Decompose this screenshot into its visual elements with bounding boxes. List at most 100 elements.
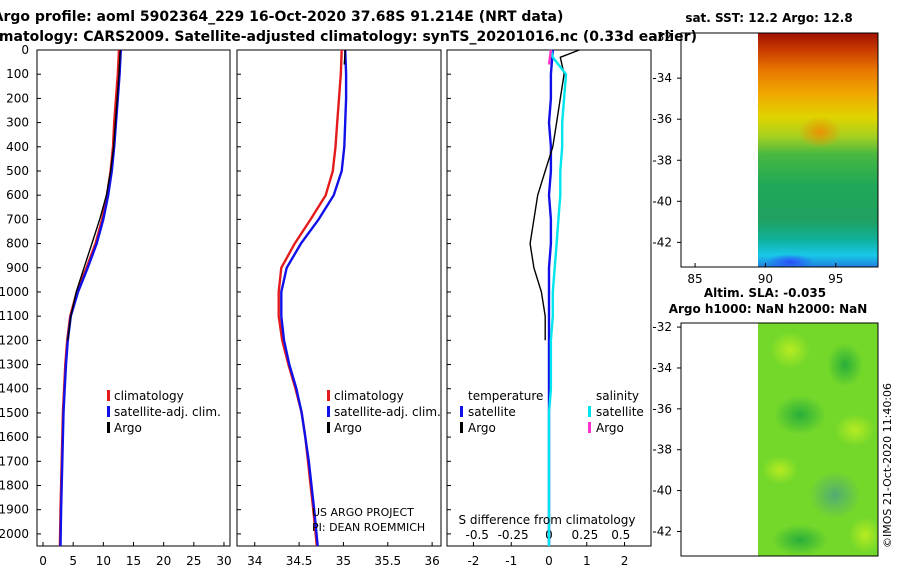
legend-label-temperature-satellite: satellite [468,405,516,419]
depth-tick-label: 700 [6,212,29,226]
temperature-series [58,49,122,547]
legend-label-salinity-satellite: satellite [596,405,644,419]
series-line-salinity-satellite [547,49,568,546]
legend-label-argo: Argo [114,421,142,435]
sla-map-title: Altim. SLA: -0.035 [704,286,826,300]
depth-tick-label: 1200 [0,333,29,347]
sla-map-frame [680,322,879,557]
difference-x-axis: -2 -1 0 1 2 [467,542,628,568]
map-x-tick-label: 90 [758,272,773,286]
x-tick-label: 36 [424,554,439,568]
sst-field [758,33,878,267]
salinity-scale-label: 0.25 [572,528,599,542]
series-line-argo [67,49,121,341]
difference-salinity-scale: -0.5 -0.25 0 0.25 0.5 [466,528,631,542]
timestamp: ©IMOS 21-Oct-2020 11:40:06 [881,383,894,548]
x-tick-label: -2 [467,554,479,568]
salinity-scale-label: -0.5 [466,528,489,542]
sla-low-1 [827,343,863,387]
salinity-scale-label: -0.25 [498,528,529,542]
depth-tick-label: 2000 [0,527,29,541]
x-tick-label: 15 [126,554,141,568]
map-y-tick-label: -42 [652,235,672,249]
salinity-panel-frame [236,49,442,547]
depth-tick-label: 1800 [0,479,29,493]
temperature-panel-frame [36,49,231,547]
depth-tick-label: 300 [6,116,29,130]
sla-low-2 [774,395,826,435]
sla-high-4 [849,517,878,553]
depth-tick-label: 1100 [0,309,29,323]
x-tick-label: 34 [247,554,262,568]
legend-label-temperature-argo: Argo [468,421,496,435]
legend-marker-salinity-argo [588,422,591,433]
temperature-x-axis: 0 5 10 15 20 25 30 [39,542,232,568]
sla-low-4 [772,524,828,556]
legend-marker-temperature-argo [460,422,463,433]
sst-map-image [758,33,878,267]
sst-map-frame [680,32,879,268]
depth-tick-label: 1000 [0,285,29,299]
legend-marker-climatology [107,390,110,401]
map-y-tick-label: -38 [652,153,672,167]
depth-tick-label: 1300 [0,358,29,372]
legend-marker-satellite [327,406,330,417]
map-x-tick-label: 85 [687,272,702,286]
difference-series [529,49,580,546]
depth-tick-label: 1900 [0,503,29,517]
x-tick-label: 5 [69,554,77,568]
salinity-legend: climatology satellite-adj. clim. Argo [327,389,441,435]
temperature-legend: climatology satellite-adj. clim. Argo [107,389,221,435]
figure-title-line2: Climatology: CARS2009. Satellite-adjuste… [0,29,697,45]
depth-tick-label: 0 [21,43,29,57]
series-line-climatology [58,49,121,547]
x-tick-label: 35.5 [374,554,401,568]
legend-label-argo: Argo [334,421,362,435]
map-y-tick-label: -34 [652,71,672,85]
legend-label-climatology: climatology [114,389,184,403]
legend-marker-climatology [327,390,330,401]
depth-tick-label: 1700 [0,454,29,468]
sla-map-image [758,323,878,556]
legend-label-salinity-argo: Argo [596,421,624,435]
map-y-tick-label: -36 [652,112,672,126]
depth-tick-label: 800 [6,237,29,251]
legend-marker-salinity-satellite [588,406,591,417]
x-tick-label: 34.5 [286,554,313,568]
figure-title-line1: Argo profile: aoml 5902364_229 16-Oct-20… [0,9,563,25]
sla-high-3 [762,456,798,484]
map-y-tick-label: -38 [652,443,672,457]
sst-map-axes: -32 -34 -36 -38 -40 -42 85 90 95 [652,30,843,286]
sla-low-3 [809,471,861,519]
depth-axis: 0 100 200 300 400 500 600 700 800 900 1000 1100 1200… [0,43,451,541]
sst-cold-patch [766,254,814,267]
difference-legend: temperature salinity satellite Argo sate… [460,389,644,435]
depth-tick-label: 500 [6,164,29,178]
depth-tick-label: 1400 [0,382,29,396]
x-tick-label: 30 [216,554,231,568]
x-tick-label: 1 [583,554,591,568]
depth-tick-label: 400 [6,140,29,154]
x-tick-label: 25 [186,554,201,568]
depth-tick-label: 1500 [0,406,29,420]
sla-high-2 [835,414,875,446]
sst-warm-eddy [798,116,842,148]
legend-marker-temperature-satellite [460,406,463,417]
depth-tick-label: 900 [6,261,29,275]
x-tick-label: 2 [621,554,629,568]
map-y-tick-label: -40 [652,194,672,208]
sst-map-title: sat. SST: 12.2 Argo: 12.8 [685,11,852,25]
series-line-satellite-adj-clim- [59,49,122,547]
legend-header-salinity: salinity [596,389,639,403]
legend-marker-argo [327,422,330,433]
salinity-series [277,49,348,547]
map-y-tick-label: -32 [652,320,672,334]
legend-marker-satellite [107,406,110,417]
depth-tick-label: 600 [6,188,29,202]
sla-map-subtitle: Argo h1000: NaN h2000: NaN [669,302,868,316]
map-y-tick-label: -42 [652,524,672,538]
series-line-salinity-argo [547,49,553,65]
x-tick-label: 20 [156,554,171,568]
salinity-scale-label: 0.5 [611,528,630,542]
